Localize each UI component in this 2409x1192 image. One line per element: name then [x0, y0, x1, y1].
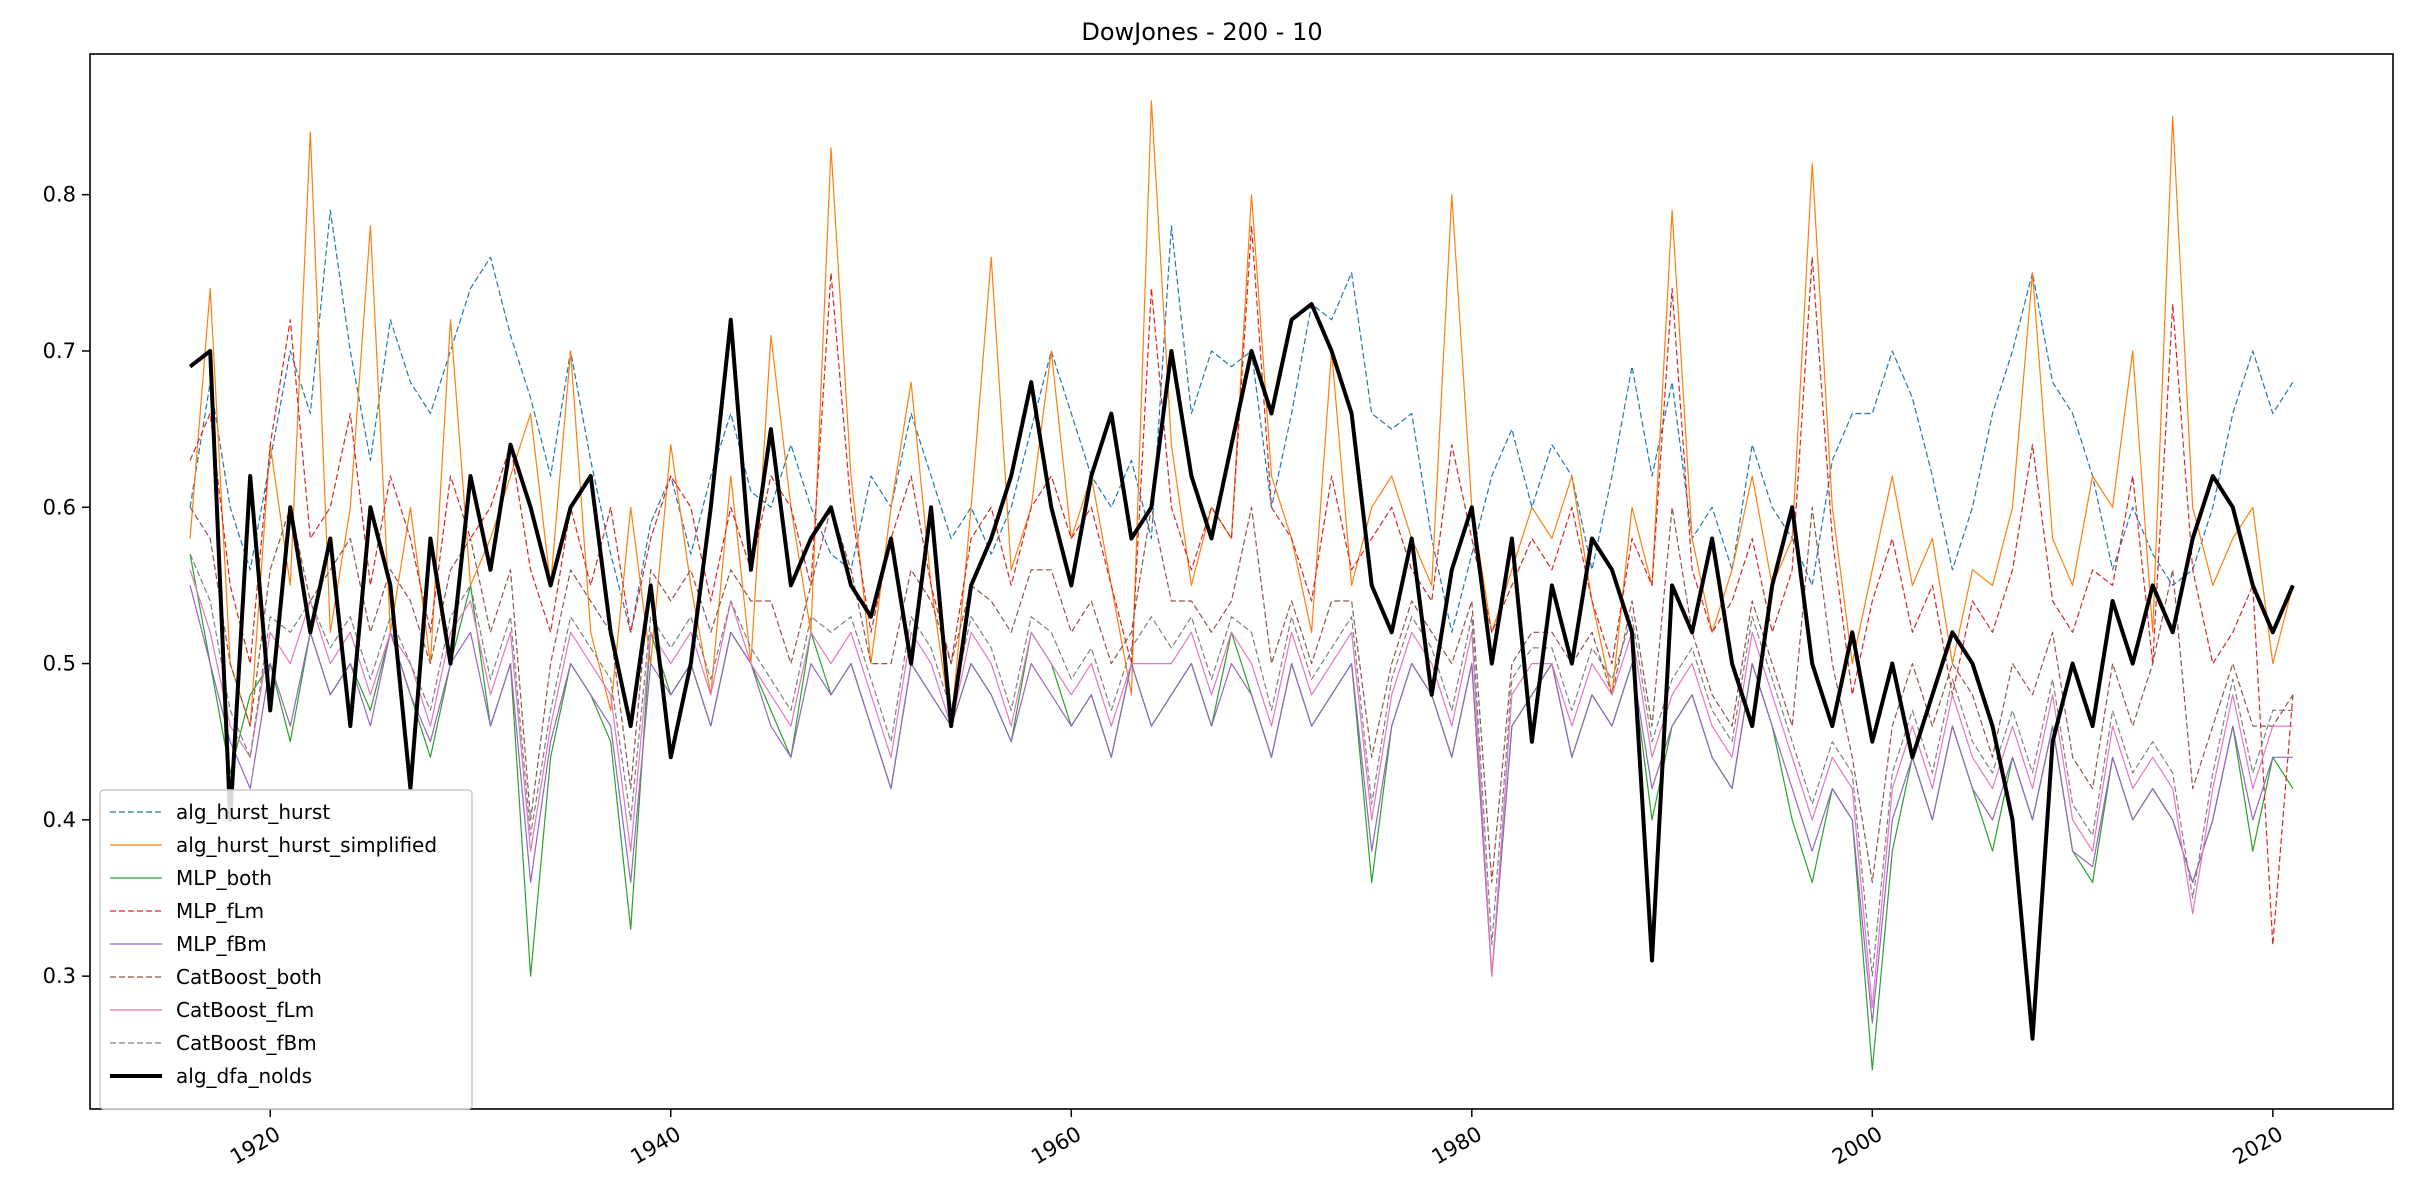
legend-label: CatBoost_fLm: [176, 998, 314, 1022]
y-tick-label: 0.5: [43, 652, 76, 676]
series-layer: [188, 100, 2295, 1071]
chart-title: DowJones - 200 - 10: [1081, 18, 1322, 46]
plot-frame: [89, 53, 2394, 1110]
y-tick-label: 0.3: [43, 964, 76, 988]
series-line-4: [189, 225, 2294, 946]
series-line-5: [189, 585, 2293, 1024]
legend: alg_hurst_hurst alg_hurst_hurst_simplifie…: [99, 789, 473, 1110]
y-tick-label: 0.6: [43, 495, 76, 519]
y-tick-label: 0.4: [43, 808, 76, 832]
legend-label: alg_hurst_hurst: [176, 800, 330, 824]
series-line-7: [189, 569, 2293, 1009]
legend-label: MLP_fLm: [176, 899, 264, 923]
legend-label: alg_hurst_hurst_simplified: [176, 833, 437, 857]
y-tick-label: 0.8: [43, 183, 76, 207]
series-line-9: [188, 302, 2295, 1041]
legend-box: [99, 789, 473, 1110]
y-tick-label: 0.7: [43, 339, 76, 363]
series-line-2: [189, 100, 2294, 727]
legend-label: MLP_fBm: [176, 932, 267, 956]
legend-label: CatBoost_fBm: [176, 1031, 317, 1055]
series-line-8: [189, 553, 2293, 977]
legend-label: alg_dfa_nolds: [176, 1064, 312, 1088]
series-line-6: [189, 506, 2294, 884]
legend-label: MLP_both: [176, 866, 272, 890]
legend-label: CatBoost_both: [176, 965, 322, 989]
